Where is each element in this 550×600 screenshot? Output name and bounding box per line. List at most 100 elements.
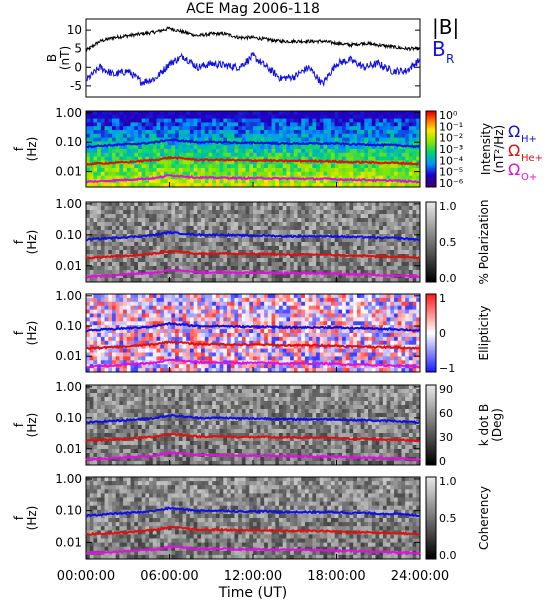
cyclotron-label-sub: H+ bbox=[521, 134, 537, 145]
freq-axis-label: f(Hz) bbox=[12, 413, 39, 438]
colorbar-tick-label: 10⁻⁶ bbox=[439, 177, 464, 190]
spectrogram-kdotb bbox=[86, 385, 421, 466]
cyclotron-label: Ω bbox=[508, 160, 520, 179]
colorbar-coherency: 1.0 0.5 0.0 Coherency bbox=[425, 475, 491, 562]
y-tick-label: -5 bbox=[70, 79, 82, 93]
cyclotron-label: Ω bbox=[508, 122, 520, 141]
freq-axis-label: f(Hz) bbox=[12, 321, 39, 346]
colorbar-tick-label: 0.0 bbox=[439, 272, 457, 285]
freq-tick-label: 0.01 bbox=[55, 535, 82, 549]
b-field-frame bbox=[85, 18, 421, 98]
freq-tick-label: 0.10 bbox=[55, 319, 82, 333]
freq-axis-label: f(Hz) bbox=[12, 230, 39, 255]
freq-tick-label: 1.00 bbox=[55, 380, 82, 394]
legend-b-r-sub: R bbox=[446, 52, 454, 66]
colorbar-tick-label: 0.5 bbox=[439, 512, 457, 525]
freq-tick-label: 0.10 bbox=[55, 135, 82, 149]
cyclotron-label: Ω bbox=[508, 141, 520, 160]
freq-tick-label: 0.10 bbox=[55, 228, 82, 242]
panel-polarization: 1.00 0.10 0.01 f(Hz) 1.0 0.5 0.0 % Polarization bbox=[12, 197, 491, 285]
legend-b-total: |B| bbox=[432, 15, 459, 39]
b-field-panel: 10 5 0 -5 B(nT) |B|B R bbox=[45, 15, 459, 98]
colorbar-tick-label: 10⁻⁵ bbox=[439, 166, 463, 179]
colorbar-tick-label: 30 bbox=[439, 431, 453, 444]
x-tick-label: 12:00:00 bbox=[224, 569, 282, 584]
colorbar-tick-label: 10⁻⁴ bbox=[439, 154, 464, 167]
omega-he-line bbox=[85, 155, 421, 166]
omega-h-line bbox=[85, 321, 421, 333]
colorbar-tick-label: 1 bbox=[439, 292, 446, 305]
colorbar-tick-label: −1 bbox=[439, 362, 455, 375]
colorbar-tick-label: 1.0 bbox=[439, 200, 457, 213]
panel-coherency: 1.00 0.10 0.01 f(Hz) 1.0 0.5 0.0 Coherency bbox=[12, 472, 491, 562]
y-tick-label: 10 bbox=[67, 23, 82, 37]
panel-intensity: 1.00 0.10 0.01 f(Hz) 10⁰10⁻¹10⁻²10⁻³10⁻⁴10⁻⁵… bbox=[12, 106, 506, 190]
colorbar-ellipticity: 1 0 −1 Ellipticity bbox=[425, 292, 491, 375]
x-axis-label: Time (UT) bbox=[218, 585, 287, 600]
omega-h-line bbox=[85, 230, 421, 242]
freq-tick-label: 1.00 bbox=[55, 289, 82, 303]
colorbar-label: Coherency bbox=[477, 486, 491, 550]
omega-o-line bbox=[85, 268, 421, 279]
omega-o-line bbox=[85, 174, 421, 184]
cyclotron-legend: Ω H+Ω He+Ω O+ bbox=[508, 122, 543, 183]
colorbar-label: Intensity(nT²/Hz) bbox=[479, 123, 506, 175]
colorbar-tick-label: 10⁻² bbox=[439, 132, 463, 145]
spectrogram-ellipticity bbox=[86, 294, 421, 373]
omega-he-line bbox=[85, 525, 421, 536]
legend-b-r: B bbox=[432, 37, 446, 61]
omega-h-line bbox=[85, 138, 421, 149]
colorbar-tick-label: 10⁻³ bbox=[439, 143, 463, 156]
omega-he-line bbox=[85, 340, 421, 351]
freq-tick-label: 0.01 bbox=[55, 259, 82, 273]
colorbar-kdotb: 90 60 30 0 k dot B(Deg) bbox=[425, 383, 504, 468]
b-total-line bbox=[85, 26, 421, 52]
freq-axis-label: f(Hz) bbox=[12, 137, 39, 162]
colorbar-label: k dot B(Deg) bbox=[477, 404, 504, 446]
panel-kdotb: 1.00 0.10 0.01 f(Hz) 90 60 30 0 k dot B(Deg) bbox=[12, 380, 504, 468]
colorbar-tick-label: 0.5 bbox=[439, 236, 457, 249]
cyclotron-label-sub: He+ bbox=[521, 153, 543, 164]
omega-h-line bbox=[85, 413, 421, 425]
x-tick-label: 24:00:00 bbox=[391, 569, 449, 584]
y-tick-label: 5 bbox=[74, 42, 82, 56]
omega-h-line bbox=[85, 506, 421, 518]
colorbar-tick-label: 0.0 bbox=[439, 549, 457, 562]
omega-o-line bbox=[85, 358, 421, 369]
b-field-y-label: B(nT) bbox=[45, 46, 72, 70]
y-tick-label: 0 bbox=[74, 60, 82, 74]
omega-o-line bbox=[85, 450, 421, 462]
spectrogram-polarization bbox=[86, 202, 421, 283]
colorbar-tick-label: 10⁻¹ bbox=[439, 120, 463, 133]
colorbar-tick-label: 10⁰ bbox=[439, 109, 458, 122]
freq-tick-label: 0.01 bbox=[55, 349, 82, 363]
spectrogram-intensity bbox=[86, 111, 421, 188]
omega-he-line bbox=[85, 249, 420, 260]
freq-tick-label: 0.01 bbox=[55, 165, 82, 179]
figure-title: ACE Mag 2006-118 bbox=[186, 1, 320, 17]
colorbar-polarization: 1.0 0.5 0.0 % Polarization bbox=[425, 200, 491, 285]
x-tick-label: 00:00:00 bbox=[57, 569, 115, 584]
freq-tick-label: 0.01 bbox=[55, 442, 82, 456]
colorbar-tick-label: 0 bbox=[439, 455, 446, 468]
freq-tick-label: 1.00 bbox=[55, 197, 82, 211]
colorbar-tick-label: 90 bbox=[439, 383, 453, 396]
x-tick-label: 18:00:00 bbox=[307, 569, 365, 584]
freq-tick-label: 0.10 bbox=[55, 411, 82, 425]
omega-he-line bbox=[85, 432, 421, 443]
colorbar-tick-label: 0 bbox=[439, 327, 446, 340]
freq-tick-label: 0.10 bbox=[55, 504, 82, 518]
freq-tick-label: 1.00 bbox=[55, 106, 82, 120]
freq-tick-label: 1.00 bbox=[55, 472, 82, 486]
panel-ellipticity: 1.00 0.10 0.01 f(Hz) 1 0 −1 Ellipticity bbox=[12, 289, 491, 375]
colorbar-tick-label: 1.0 bbox=[439, 475, 457, 488]
x-tick-label: 06:00:00 bbox=[140, 569, 198, 584]
cyclotron-label-sub: O+ bbox=[521, 172, 537, 183]
b-r-line bbox=[85, 51, 421, 88]
omega-o-line bbox=[85, 544, 421, 556]
colorbar-label: Ellipticity bbox=[477, 306, 491, 361]
colorbar-tick-label: 60 bbox=[439, 407, 453, 420]
colorbar-label: % Polarization bbox=[477, 200, 491, 285]
